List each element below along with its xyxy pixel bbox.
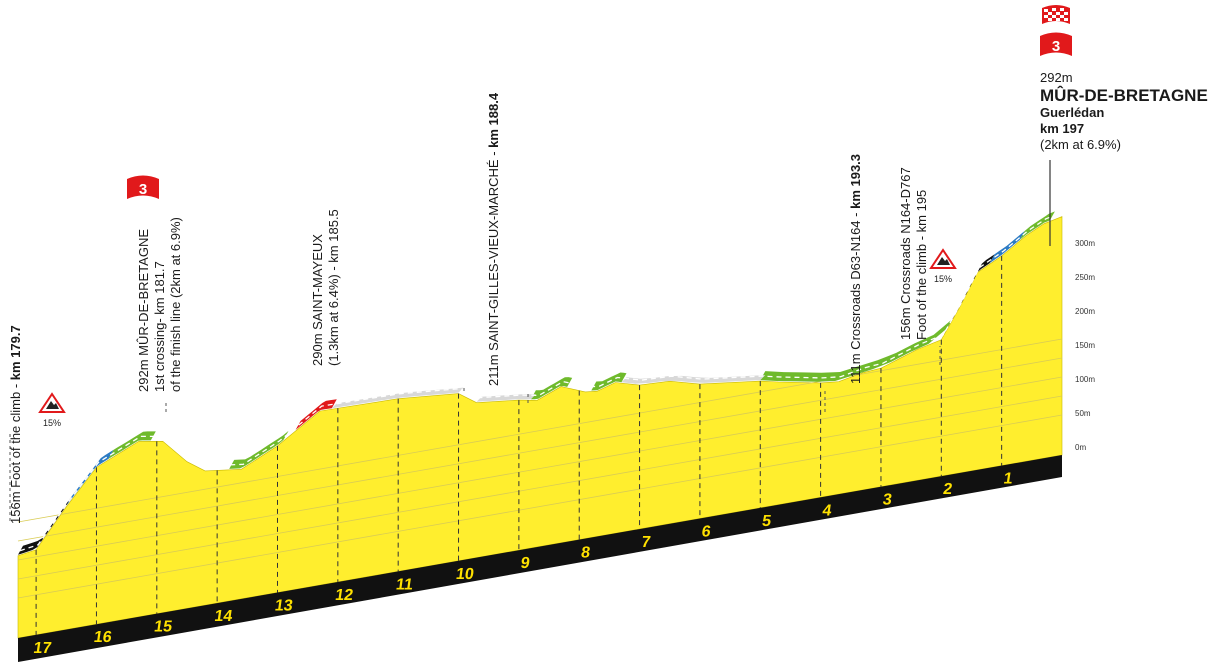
km-marker-label: 12 xyxy=(334,586,354,604)
finish-altitude: 292m xyxy=(1040,70,1073,85)
gridline xyxy=(17,376,1063,561)
km-marker-label: 5 xyxy=(761,512,772,530)
climb-category-badge xyxy=(1040,32,1072,56)
gradient-segment xyxy=(66,449,114,506)
km-marker-label: 16 xyxy=(93,628,113,646)
gridline xyxy=(17,338,1063,523)
y-tick-label: 200m xyxy=(1075,307,1095,316)
km-marker-label: 14 xyxy=(213,607,233,625)
annotation-leaders xyxy=(9,160,1051,524)
km-marker-label: 7 xyxy=(640,533,651,551)
km-marker-label: 11 xyxy=(395,575,414,593)
km-marker-label: 6 xyxy=(701,523,712,541)
km-marker-label: 3 xyxy=(882,491,893,509)
annotation-foot-of-climb: 156m Foot of the climb - km 179.7 xyxy=(8,325,23,524)
gradient-segment xyxy=(947,254,995,329)
gradient-segment xyxy=(760,319,953,382)
annotation-saint-mayeux: 290m SAINT-MAYEUX (1.3km at 6.4%) - km 1… xyxy=(310,209,341,366)
annotation-crossroads-n164: 156m Crossroads N164-D767 Foot of the cl… xyxy=(898,167,929,340)
mountain-icon xyxy=(46,401,59,409)
ground-band xyxy=(18,455,1062,662)
gridline xyxy=(17,395,1063,580)
gridline xyxy=(17,357,1063,542)
km-marker-label: 4 xyxy=(821,501,832,519)
km-marker-label: 17 xyxy=(32,639,52,657)
flat-segment xyxy=(476,394,536,402)
km-marker-label: 8 xyxy=(580,544,591,562)
y-axis-ticks: 300m 250m 200m 150m 100m 50m 0m xyxy=(1075,239,1095,452)
y-tick-label: 100m xyxy=(1075,375,1095,384)
annotation-crossroads-d63: 111m Crossroads D63-N164 - km 193.3 xyxy=(848,153,863,384)
flat-segment xyxy=(331,387,464,409)
y-tick-label: 50m xyxy=(1075,409,1091,418)
finish-detail: (2km at 6.9%) xyxy=(1040,137,1121,152)
climb-category-badge xyxy=(127,175,159,199)
flat-segment xyxy=(621,375,766,384)
annotation-mur-de-bretagne-first: 292m MÛR-DE-BRETAGNE 1st crossing- km 18… xyxy=(136,217,183,392)
finish-name: MÛR-DE-BRETAGNE xyxy=(1040,86,1208,105)
gradient-badge-label: 15% xyxy=(934,274,952,284)
gridline xyxy=(17,414,1063,599)
gradient-badge-label: 15% xyxy=(43,418,61,428)
climb-category-badges: 33 xyxy=(127,32,1072,199)
checkered-finish-flag-icon xyxy=(1042,5,1070,24)
km-marker-label: 13 xyxy=(274,597,294,615)
gradient-badges: 15% 15% xyxy=(38,248,957,428)
km-marker-labels: 17 16 15 14 13 12 11 10 9 8 7 6 5 4 3 2 1 xyxy=(32,470,1014,657)
km-marker-label: 2 xyxy=(942,480,953,498)
climb-category-label: 3 xyxy=(1052,38,1060,55)
km-marker-label: 1 xyxy=(1002,470,1013,488)
km-marker-label: 10 xyxy=(455,565,475,583)
y-tick-label: 250m xyxy=(1075,273,1095,282)
finish-info: 292m MÛR-DE-BRETAGNE Guerlédan km 197 (2… xyxy=(1040,70,1208,153)
gradient-segment xyxy=(108,431,156,459)
km-marker-label: 15 xyxy=(153,618,173,636)
gradient-segment xyxy=(18,496,72,555)
y-tick-label: 150m xyxy=(1075,341,1095,350)
climb-category-label: 3 xyxy=(139,181,147,198)
km-marker-label: 9 xyxy=(520,554,531,572)
mountain-icon xyxy=(937,257,950,265)
y-tick-label: 300m xyxy=(1075,239,1095,248)
finish-km: km 197 xyxy=(1040,121,1085,136)
y-tick-label: 0m xyxy=(1075,443,1086,452)
finish-subname: Guerlédan xyxy=(1040,105,1105,120)
annotation-saint-gilles: 211m SAINT-GILLES-VIEUX-MARCHÉ - km 188.… xyxy=(486,92,501,386)
km-drop-lines xyxy=(35,255,1003,635)
elevation-gridlines xyxy=(17,338,1063,599)
profile-dash-line xyxy=(19,210,1065,552)
gradient-segment xyxy=(295,399,337,430)
